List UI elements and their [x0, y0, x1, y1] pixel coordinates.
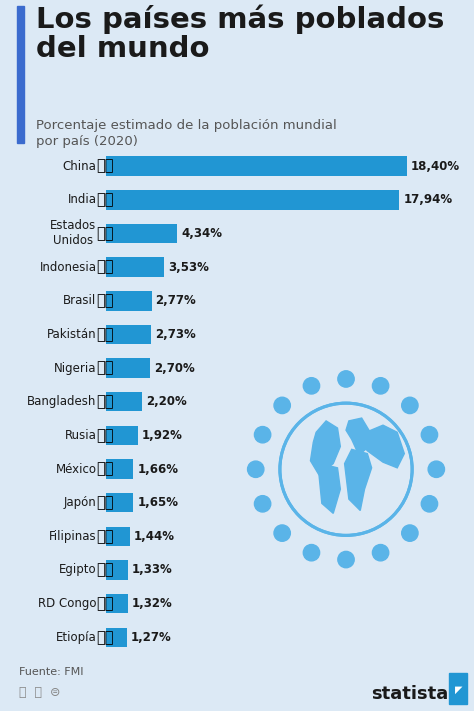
Text: México: México: [55, 463, 96, 476]
Text: 2,70%: 2,70%: [155, 362, 195, 375]
Text: 1,65%: 1,65%: [137, 496, 178, 509]
Circle shape: [247, 461, 264, 478]
Text: 3,53%: 3,53%: [168, 261, 209, 274]
Text: ◤: ◤: [455, 685, 462, 695]
Polygon shape: [345, 449, 372, 510]
Text: China: China: [63, 160, 96, 173]
Text: 1,92%: 1,92%: [142, 429, 182, 442]
Bar: [106, 628, 127, 647]
Text: India: India: [67, 193, 96, 206]
Text: Fuente: FMI: Fuente: FMI: [19, 667, 83, 677]
Circle shape: [421, 427, 438, 443]
Text: 🇧🇩: 🇧🇩: [96, 394, 114, 410]
Text: 2,20%: 2,20%: [146, 395, 187, 408]
Text: statista: statista: [371, 685, 448, 703]
Circle shape: [373, 378, 389, 394]
Circle shape: [338, 552, 354, 567]
Bar: [106, 426, 137, 445]
Bar: [106, 392, 142, 412]
Text: 1,32%: 1,32%: [132, 597, 173, 610]
Polygon shape: [360, 425, 404, 468]
Text: 🇳🇬: 🇳🇬: [96, 360, 114, 375]
Text: Nigeria: Nigeria: [54, 362, 96, 375]
Text: 2,77%: 2,77%: [155, 294, 196, 307]
Text: Etiopía: Etiopía: [55, 631, 96, 643]
Circle shape: [255, 496, 271, 512]
Text: Egipto: Egipto: [59, 564, 96, 577]
Bar: [106, 291, 152, 311]
Text: ⓒ  ⓘ  ⊜: ⓒ ⓘ ⊜: [19, 686, 61, 700]
Polygon shape: [310, 421, 340, 475]
Circle shape: [280, 403, 412, 535]
Polygon shape: [346, 418, 370, 455]
Text: 🇺🇸: 🇺🇸: [96, 226, 114, 241]
Text: Los países más poblados
del mundo: Los países más poblados del mundo: [36, 4, 444, 63]
Text: 🇲🇽: 🇲🇽: [96, 461, 114, 476]
Circle shape: [274, 525, 291, 541]
Text: 🇧🇷: 🇧🇷: [96, 293, 114, 309]
Circle shape: [428, 461, 445, 478]
Bar: [17, 6, 24, 144]
Bar: [106, 560, 128, 579]
Text: 1,27%: 1,27%: [131, 631, 172, 643]
Circle shape: [338, 371, 354, 387]
Circle shape: [401, 397, 418, 414]
Circle shape: [373, 545, 389, 561]
Text: Japón: Japón: [64, 496, 96, 509]
Bar: [106, 358, 150, 378]
Text: 4,34%: 4,34%: [181, 227, 222, 240]
Text: RD Congo: RD Congo: [38, 597, 96, 610]
Text: 17,94%: 17,94%: [403, 193, 453, 206]
Text: 🇪🇬: 🇪🇬: [96, 562, 114, 577]
Text: 🇪🇹: 🇪🇹: [96, 630, 114, 645]
Bar: [106, 190, 400, 210]
Bar: [106, 493, 133, 513]
Text: 🇵🇭: 🇵🇭: [96, 529, 114, 544]
Bar: [106, 156, 407, 176]
Text: Pakistán: Pakistán: [47, 328, 96, 341]
Text: 🇵🇰: 🇵🇰: [96, 327, 114, 342]
Text: 🇨🇳: 🇨🇳: [96, 159, 114, 173]
Text: 🇮🇳: 🇮🇳: [96, 192, 114, 208]
Circle shape: [303, 378, 319, 394]
Circle shape: [401, 525, 418, 541]
Polygon shape: [319, 465, 340, 513]
Bar: [106, 257, 164, 277]
Text: 18,40%: 18,40%: [411, 160, 460, 173]
Text: Filipinas: Filipinas: [49, 530, 96, 542]
Text: Porcentaje estimado de la población mundial
por país (2020): Porcentaje estimado de la población mund…: [36, 119, 336, 149]
Circle shape: [274, 397, 291, 414]
Text: 1,44%: 1,44%: [134, 530, 175, 542]
Bar: [449, 673, 467, 704]
Text: Estados
Unidos: Estados Unidos: [50, 220, 96, 247]
Text: Rusia: Rusia: [64, 429, 96, 442]
Text: 🇷🇺: 🇷🇺: [96, 428, 114, 443]
Text: Indonesia: Indonesia: [39, 261, 96, 274]
Bar: [106, 224, 177, 243]
Bar: [106, 459, 133, 479]
Text: 🇨🇩: 🇨🇩: [96, 596, 114, 611]
Text: Brasil: Brasil: [63, 294, 96, 307]
Bar: [106, 527, 130, 546]
Text: 2,73%: 2,73%: [155, 328, 196, 341]
Circle shape: [255, 427, 271, 443]
Text: 1,33%: 1,33%: [132, 564, 173, 577]
Circle shape: [421, 496, 438, 512]
Bar: [106, 325, 151, 344]
Text: Bangladesh: Bangladesh: [27, 395, 96, 408]
Bar: [106, 594, 128, 614]
Text: 🇮🇩: 🇮🇩: [96, 260, 114, 274]
Text: 🇯🇵: 🇯🇵: [96, 495, 114, 510]
Circle shape: [303, 545, 319, 561]
Text: 1,66%: 1,66%: [137, 463, 178, 476]
